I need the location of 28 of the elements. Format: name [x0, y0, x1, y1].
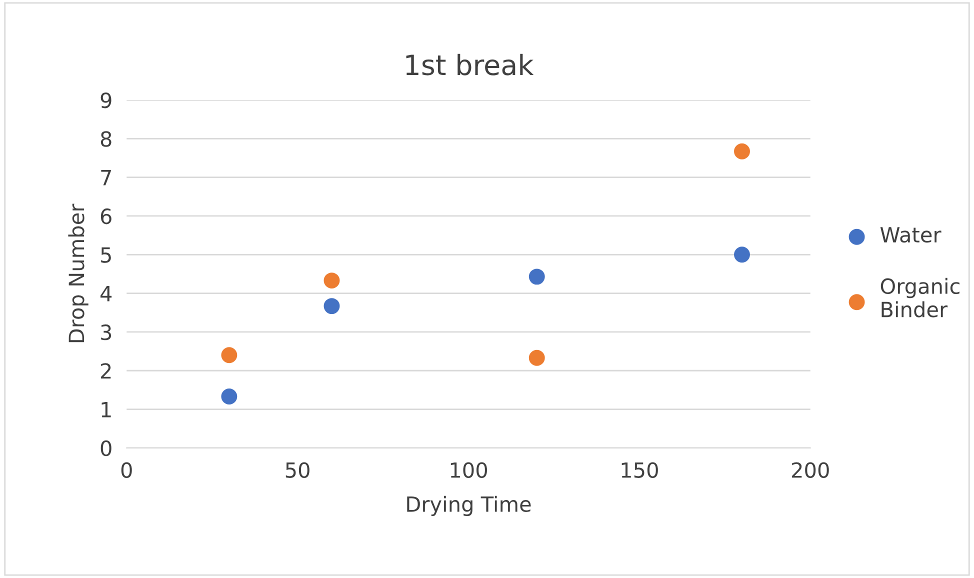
- legend-label: Water: [880, 227, 942, 243]
- point: [221, 388, 238, 405]
- point: [734, 246, 750, 263]
- y-tick-label: 6: [100, 208, 112, 224]
- x-axis-title: Drying Time: [407, 496, 531, 516]
- y-tick-label: 9: [100, 92, 112, 108]
- y-tick-label: 1: [102, 402, 111, 418]
- x-tick-label: 200: [792, 462, 829, 478]
- x-tick-label: 150: [622, 462, 658, 478]
- point: [734, 143, 750, 160]
- chart-title: 1st break: [406, 54, 534, 76]
- y-tick-label: 3: [101, 324, 112, 340]
- point: [221, 347, 238, 364]
- x-tick-label: 100: [450, 462, 487, 478]
- y-axis-title: Drop Number: [68, 204, 88, 342]
- y-tick-label: 4: [100, 286, 112, 302]
- y-tick-label: 2: [101, 363, 111, 379]
- point: [324, 298, 340, 314]
- y-tick-label: 5: [101, 247, 111, 263]
- point: [528, 268, 545, 285]
- x-tick-label: 50: [286, 462, 310, 478]
- y-tick-label: 7: [101, 170, 111, 186]
- y-tick-label: 8: [100, 131, 112, 147]
- x-tick-label: 0: [121, 462, 132, 478]
- point: [528, 350, 545, 366]
- point: [324, 272, 340, 289]
- y-tick-label: 0: [100, 440, 112, 456]
- legend-label: Organic Binder: [880, 278, 960, 318]
